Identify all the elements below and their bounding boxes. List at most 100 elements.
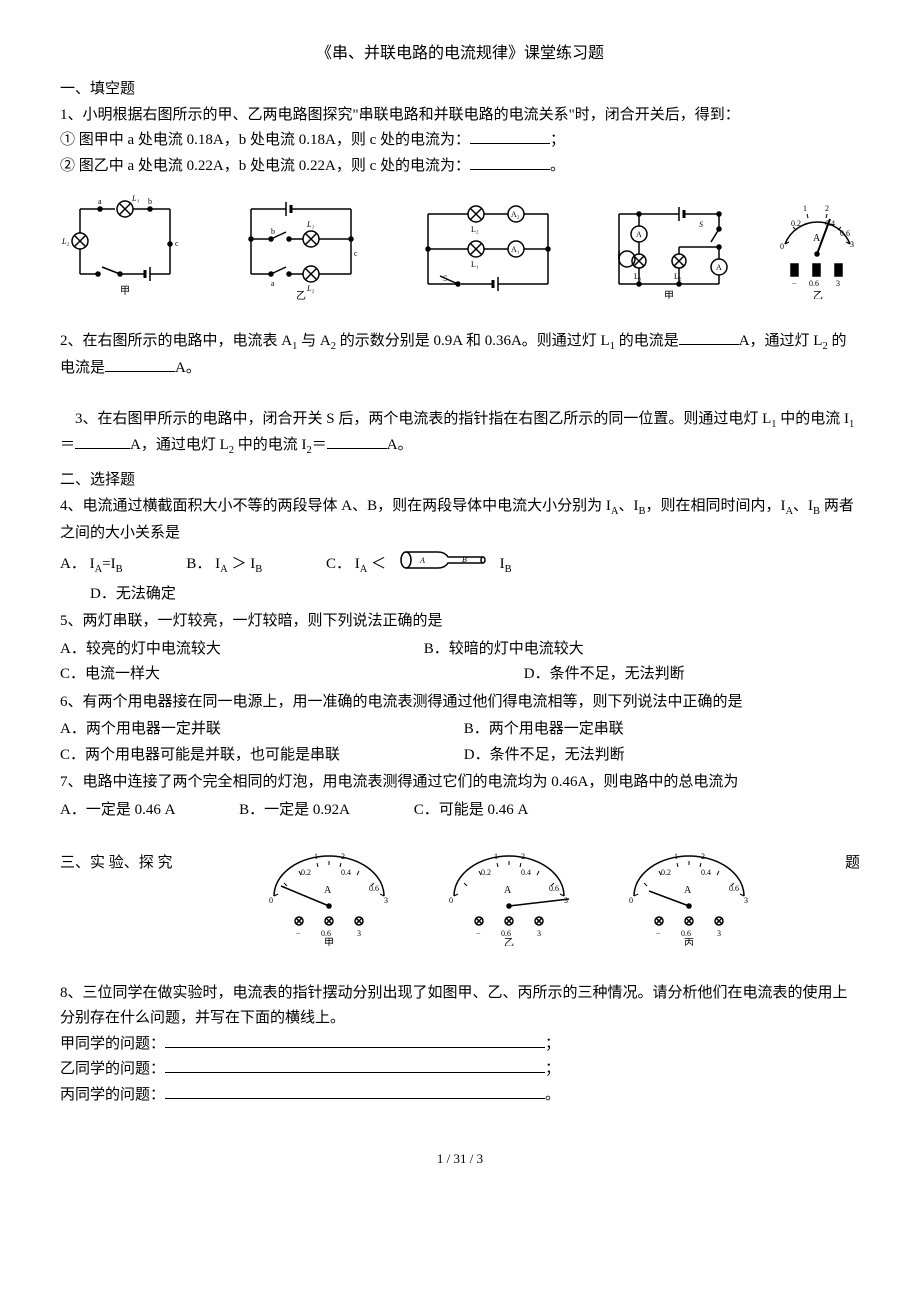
svg-text:乙: 乙 (813, 290, 823, 299)
q3-blank1 (75, 433, 130, 449)
section-choice: 二、选择题 (60, 468, 860, 494)
svg-text:c: c (175, 239, 179, 248)
svg-text:A: A (813, 233, 821, 244)
meter-jia: 0 1 2 3 0.2 0.4 A 0.6 − 0.6 3 甲 (259, 851, 399, 956)
svg-text:0.2: 0.2 (791, 219, 801, 228)
svg-text:L₂: L₂ (674, 272, 682, 281)
q1-stem: 1、小明根据右图所示的甲、乙两电路图探究"串联电路和并联电路的电流关系"时，闭合… (60, 103, 860, 129)
svg-text:乙: 乙 (296, 290, 306, 302)
q8-blank2 (165, 1057, 545, 1073)
q7-stem: 7、电路中连接了两个完全相同的灯泡，用电流表测得通过它们的电流均为 0.46A，… (60, 770, 860, 796)
svg-text:0.6: 0.6 (840, 229, 850, 238)
q5-optB: B．较暗的灯中电流较大 (424, 637, 584, 663)
svg-text:3: 3 (537, 929, 541, 938)
svg-text:L₁: L₁ (131, 194, 139, 203)
q6-optA: A．两个用电器一定并联 (60, 717, 400, 743)
q6-stem: 6、有两个用电器接在同一电源上，用一准确的电流表测得通过他们得电流相等，则下列说… (60, 690, 860, 716)
q5-optA: A．较亮的灯中电流较大 (60, 637, 360, 663)
q8-line1: 甲同学的问题：； (60, 1032, 860, 1058)
svg-text:0.4: 0.4 (341, 868, 351, 877)
svg-text:A: A (636, 230, 642, 239)
meter-q3-yi: 0 1 2 3 0.2 0.4 0.6 A − 0.6 3 乙 (775, 199, 860, 309)
svg-text:A: A (716, 263, 722, 272)
svg-text:3: 3 (744, 896, 748, 905)
section-experiment-suffix: 题 (845, 851, 860, 877)
q6-options: A．两个用电器一定并联 B．两个用电器一定串联 C．两个用电器可能是并联，也可能… (60, 717, 860, 768)
q2: 2、在右图所示的电路中，电流表 A1 与 A2 的示数分别是 0.9A 和 0.… (60, 329, 860, 381)
svg-text:2: 2 (341, 852, 345, 861)
q8-line2: 乙同学的问题：； (60, 1057, 860, 1083)
svg-text:3: 3 (850, 240, 854, 249)
q8-line3: 丙同学的问题：。 (60, 1083, 860, 1109)
svg-text:甲: 甲 (664, 291, 674, 299)
svg-text:A₂: A₂ (511, 210, 520, 219)
svg-text:1: 1 (674, 852, 678, 861)
q1: 1、小明根据右图所示的甲、乙两电路图探究"串联电路和并联电路的电流关系"时，闭合… (60, 103, 860, 180)
circuit-jia: a b L₁ c L₂ 甲 (60, 194, 190, 314)
svg-text:L₁: L₁ (306, 220, 314, 229)
svg-text:1: 1 (494, 852, 498, 861)
svg-text:0.6: 0.6 (681, 929, 691, 938)
svg-text:b: b (271, 227, 275, 236)
svg-text:3: 3 (836, 279, 840, 288)
q6-optB: B．两个用电器一定串联 (464, 717, 624, 743)
svg-text:0.6: 0.6 (321, 929, 331, 938)
svg-text:甲: 甲 (324, 938, 334, 946)
svg-text:−: − (792, 279, 797, 288)
svg-text:c: c (354, 249, 358, 258)
svg-text:b: b (148, 197, 152, 206)
svg-text:A₁: A₁ (511, 245, 520, 254)
svg-text:a: a (98, 197, 102, 206)
q2-blank1 (679, 329, 739, 345)
svg-text:L₂: L₂ (471, 225, 479, 234)
svg-text:3: 3 (717, 929, 721, 938)
q1-line1: ① 图甲中 a 处电流 0.18A，b 处电流 0.18A，则 c 处的电流为：… (60, 128, 860, 154)
section-experiment-row: 三、实 验、探 究 0 1 2 3 0.2 0.4 A 0.6 (60, 851, 860, 956)
svg-text:1: 1 (803, 204, 807, 213)
section-fill-blank: 一、填空题 (60, 77, 860, 103)
svg-text:−: − (656, 929, 661, 938)
svg-text:A: A (504, 885, 512, 896)
svg-text:A: A (419, 556, 425, 565)
svg-text:3: 3 (564, 896, 568, 905)
q3-blank2 (327, 433, 387, 449)
q7-optB: B．一定是 0.92A (239, 798, 350, 824)
svg-text:0: 0 (269, 896, 273, 905)
q4-optA: A． IA=IB (60, 552, 123, 579)
svg-text:0.4: 0.4 (701, 868, 711, 877)
svg-text:L₂: L₂ (61, 237, 69, 246)
q6-optC: C．两个用电器可能是并联，也可能是串联 (60, 743, 400, 769)
svg-text:甲: 甲 (120, 286, 130, 297)
svg-text:1: 1 (314, 852, 318, 861)
svg-text:A: A (324, 885, 332, 896)
q1-blank1 (470, 128, 550, 144)
page-title: 《串、并联电路的电流规律》课堂练习题 (60, 40, 860, 67)
svg-text:0.6: 0.6 (549, 884, 559, 893)
q5-optD: D．条件不足，无法判断 (524, 662, 685, 688)
q5-optC: C．电流一样大 (60, 662, 460, 688)
meter-bing: 0 1 2 3 0.2 0.4 A 0.6 − 0.6 3 丙 (619, 851, 759, 956)
q4-optB: B． IA ＞ IB (186, 552, 262, 579)
svg-text:0.4: 0.4 (521, 868, 531, 877)
svg-text:0.6: 0.6 (809, 279, 819, 288)
svg-text:0.2: 0.2 (301, 868, 311, 877)
q8-blank1 (165, 1032, 545, 1048)
svg-text:a: a (271, 279, 275, 288)
svg-text:2: 2 (701, 852, 705, 861)
svg-text:2: 2 (521, 852, 525, 861)
q4: 4、电流通过横截面积大小不等的两段导体 A、B，则在两段导体中电流大小分别为 I… (60, 494, 860, 546)
svg-text:2: 2 (825, 204, 829, 213)
svg-text:3: 3 (384, 896, 388, 905)
svg-text:3: 3 (357, 929, 361, 938)
svg-text:乙: 乙 (504, 937, 514, 946)
q2-blank2 (105, 356, 175, 372)
q5-stem: 5、两灯串联，一灯较亮，一灯较暗，则下列说法正确的是 (60, 609, 860, 635)
circuit-q2: S L₂ A₂ L₁ A₁ (413, 199, 563, 309)
svg-text:0.6: 0.6 (369, 884, 379, 893)
svg-text:L₁: L₁ (634, 272, 642, 281)
circuit-q3-jia: S A L₁ A (604, 199, 734, 309)
q1-blank2 (470, 154, 550, 170)
circuit-yi: b L₁ a L₂ c 乙 (231, 194, 371, 314)
svg-text:L₂: L₂ (306, 284, 314, 293)
svg-text:0.6: 0.6 (501, 929, 511, 938)
